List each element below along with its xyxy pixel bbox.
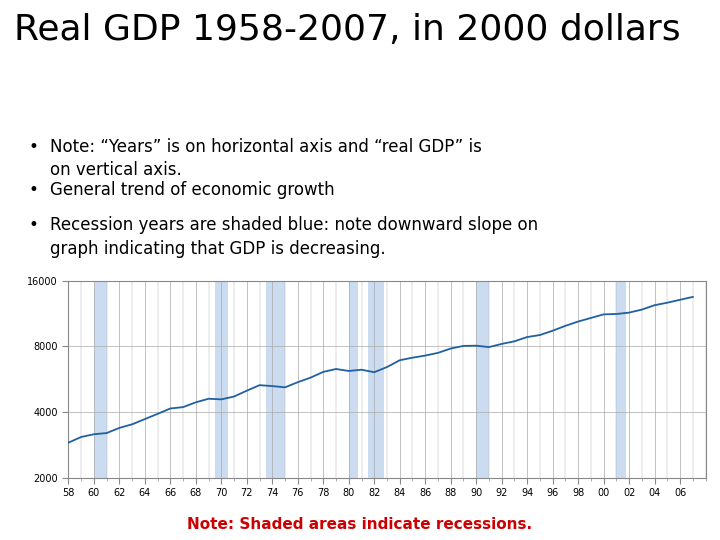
Text: Real GDP 1958-2007, in 2000 dollars: Real GDP 1958-2007, in 2000 dollars — [14, 14, 681, 48]
Text: General trend of economic growth: General trend of economic growth — [50, 181, 335, 199]
Bar — [368, 281, 384, 478]
Bar — [348, 281, 359, 478]
Text: Note: Shaded areas indicate recessions.: Note: Shaded areas indicate recessions. — [187, 517, 533, 532]
Bar — [94, 281, 107, 478]
Text: Recession years are shaded blue: note downward slope on
graph indicating that GD: Recession years are shaded blue: note do… — [50, 216, 539, 258]
Bar — [266, 281, 285, 478]
Bar — [476, 281, 489, 478]
Text: •: • — [29, 181, 39, 199]
Bar — [616, 281, 626, 478]
Text: Note: “Years” is on horizontal axis and “real GDP” is
on vertical axis.: Note: “Years” is on horizontal axis and … — [50, 138, 482, 179]
Text: •: • — [29, 216, 39, 234]
Text: •: • — [29, 138, 39, 156]
Bar — [215, 281, 228, 478]
